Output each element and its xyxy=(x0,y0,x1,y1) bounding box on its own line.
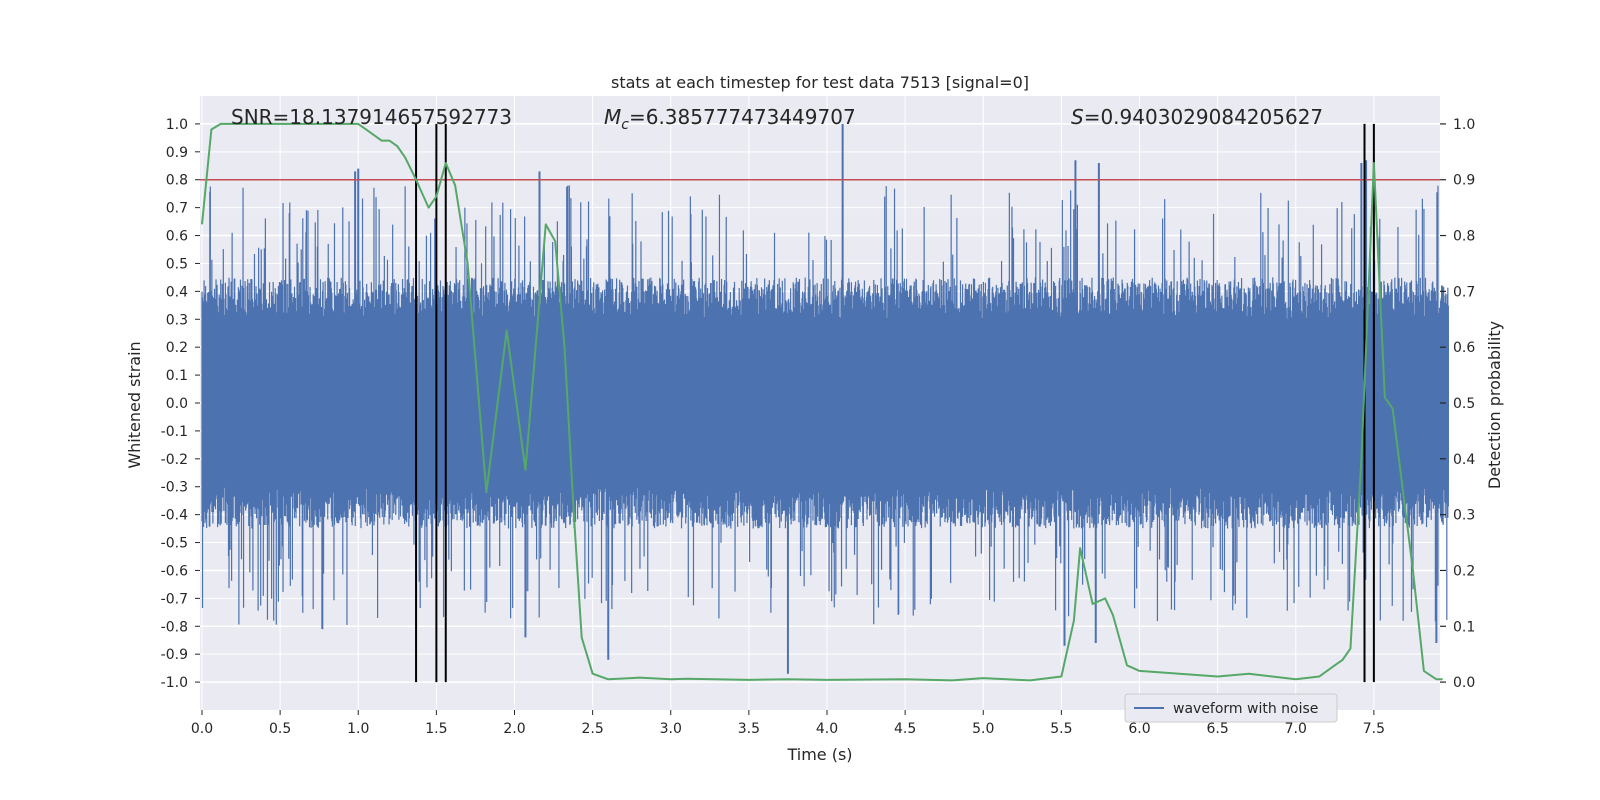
y-left-tick-label: -0.1 xyxy=(161,424,188,440)
y-left-tick-label: -0.9 xyxy=(161,647,188,663)
probability-series xyxy=(201,122,1443,682)
y-left-tick-label: 0.4 xyxy=(166,284,188,300)
y-right-tick-label: 0.9 xyxy=(1453,173,1475,189)
legend: waveform with noise xyxy=(1124,693,1338,723)
legend-box xyxy=(1124,693,1338,723)
y-left-tick-label: 0.6 xyxy=(166,229,188,245)
x-tick-label: 5.5 xyxy=(1050,721,1072,737)
chirp-mass-symbol: M xyxy=(604,105,621,129)
y-left-tick-label: 0.3 xyxy=(166,312,188,328)
x-tick-label: 1.0 xyxy=(347,721,369,737)
x-tick-label: 4.0 xyxy=(816,721,838,737)
y-left-tick-label: -0.2 xyxy=(161,452,188,468)
x-tick-label: 3.5 xyxy=(738,721,760,737)
x-tick-label: 2.0 xyxy=(503,721,525,737)
x-tick-label: 7.0 xyxy=(1285,721,1307,737)
y-left-tick-label: -0.3 xyxy=(161,480,188,496)
y-left-tick-label: 0.0 xyxy=(166,396,188,412)
y-left-tick-label: 0.8 xyxy=(166,173,188,189)
y-right-tick-label: 0.5 xyxy=(1453,396,1475,412)
x-tick-label: 5.0 xyxy=(972,721,994,737)
y-left-axis-ticks: -1.0 -0.9 -0.8 -0.7 -0.6 -0.5 -0.4 -0.3 -0.2 -0.1… xyxy=(161,117,200,691)
y-right-axis-label: Detection probability xyxy=(1485,321,1504,489)
x-tick-label: 0.0 xyxy=(191,721,213,737)
s-value: =0.9403029084205627 xyxy=(1084,105,1323,129)
waveform-core xyxy=(202,319,1449,487)
x-tick-label: 1.5 xyxy=(425,721,447,737)
chirp-mass-value: =6.385777473449707 xyxy=(629,105,856,129)
x-axis-label: Time (s) xyxy=(786,745,852,764)
y-left-tick-label: 0.7 xyxy=(166,201,188,217)
waveform-series xyxy=(201,185,1449,625)
y-right-tick-label: 0.1 xyxy=(1453,619,1475,635)
y-left-tick-label: -0.7 xyxy=(161,591,188,607)
y-right-axis-ticks: 0.0 0.1 0.2 0.3 0.4 0.5 0.6 0.7 0.8 0.9 1.0 xyxy=(1440,117,1475,691)
probability-line xyxy=(201,122,1443,682)
y-left-tick-label: 0.1 xyxy=(166,368,188,384)
y-right-tick-label: 0.8 xyxy=(1453,229,1475,245)
chirp-mass-annotation: Mc=6.385777473449707 xyxy=(604,105,856,133)
y-left-tick-label: -0.4 xyxy=(161,508,188,524)
x-tick-label: 0.5 xyxy=(269,721,291,737)
x-tick-label: 2.5 xyxy=(581,721,603,737)
y-left-tick-label: -0.6 xyxy=(161,563,188,579)
y-left-tick-label: -0.5 xyxy=(161,536,188,552)
y-right-tick-label: 0.2 xyxy=(1453,563,1475,579)
y-left-tick-label: 0.2 xyxy=(166,340,188,356)
chirp-mass-subscript: c xyxy=(621,117,629,133)
y-left-tick-label: 0.5 xyxy=(166,256,188,272)
y-left-axis-label: Whitened strain xyxy=(125,341,144,468)
y-left-tick-label: -0.8 xyxy=(161,619,188,635)
x-tick-label: 7.5 xyxy=(1363,721,1385,737)
y-left-tick-label: 1.0 xyxy=(166,117,188,133)
y-right-tick-label: 0.3 xyxy=(1453,508,1475,524)
y-right-tick-label: 0.4 xyxy=(1453,452,1475,468)
snr-annotation: SNR=18.137914657592773 xyxy=(231,105,512,129)
y-left-tick-label: 0.9 xyxy=(166,145,188,161)
x-tick-label: 4.5 xyxy=(894,721,916,737)
x-tick-label: 3.0 xyxy=(660,721,682,737)
s-annotation: S=0.9403029084205627 xyxy=(1071,105,1323,129)
y-right-tick-label: 0.0 xyxy=(1453,675,1475,691)
x-tick-label: 6.0 xyxy=(1128,721,1150,737)
legend-label: waveform with noise xyxy=(1173,701,1318,717)
x-tick-label: 6.5 xyxy=(1206,721,1228,737)
waveform-peaks xyxy=(321,123,1438,674)
y-right-tick-label: 0.7 xyxy=(1453,284,1475,300)
y-left-tick-label: -1.0 xyxy=(161,675,188,691)
y-right-tick-label: 1.0 xyxy=(1453,117,1475,133)
x-axis-ticks: 0.0 0.5 1.0 1.5 2.0 2.5 3.0 3.5 4.0 4.5 5.0 5.5 6.0 6… xyxy=(191,710,1385,737)
y-right-tick-label: 0.6 xyxy=(1453,340,1475,356)
s-symbol: S xyxy=(1071,105,1084,129)
chart-title: stats at each timestep for test data 751… xyxy=(611,73,1029,92)
